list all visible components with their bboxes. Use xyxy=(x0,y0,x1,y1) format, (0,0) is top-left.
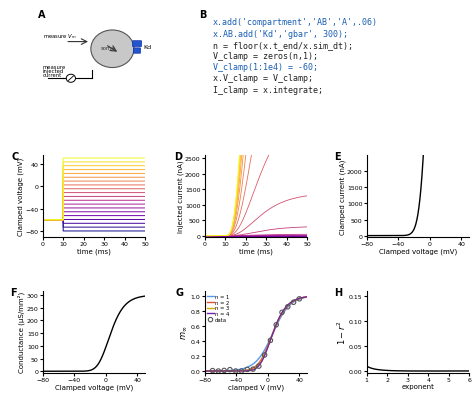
data xyxy=(232,368,239,374)
n = 4 xyxy=(202,369,208,373)
n = 2 xyxy=(242,368,248,373)
Text: injected: injected xyxy=(43,69,64,74)
FancyBboxPatch shape xyxy=(132,42,142,47)
Line: n = 1: n = 1 xyxy=(205,297,307,371)
Text: x.V_clamp = V_clamp;: x.V_clamp = V_clamp; xyxy=(213,74,313,83)
Text: G: G xyxy=(176,288,184,297)
X-axis label: time (ms): time (ms) xyxy=(77,247,111,254)
data xyxy=(209,367,216,374)
data xyxy=(215,368,222,374)
Y-axis label: $m_{\infty}$: $m_{\infty}$ xyxy=(180,325,189,339)
n = 4 xyxy=(214,369,220,373)
n = 1 xyxy=(202,369,208,373)
Text: V_clamp(1:1e4) = -60;: V_clamp(1:1e4) = -60; xyxy=(213,63,318,72)
n = 4 xyxy=(276,317,282,322)
n = 4 xyxy=(276,315,282,320)
X-axis label: Clamped voltage (mV): Clamped voltage (mV) xyxy=(379,247,457,254)
n = 1 xyxy=(235,367,241,372)
X-axis label: exponent: exponent xyxy=(401,383,435,389)
n = 3 xyxy=(235,369,241,373)
data xyxy=(244,366,251,373)
n = 2 xyxy=(202,369,208,373)
Text: n = floor(x.t_end/x.sim_dt);: n = floor(x.t_end/x.sim_dt); xyxy=(213,41,353,50)
data xyxy=(249,366,257,373)
X-axis label: Clamped voltage (mV): Clamped voltage (mV) xyxy=(55,383,133,390)
data xyxy=(220,367,228,374)
Text: soma: soma xyxy=(101,46,116,51)
Y-axis label: Clamped current (nA): Clamped current (nA) xyxy=(339,159,346,234)
Text: F: F xyxy=(10,288,17,297)
n = 2 xyxy=(276,317,282,322)
Y-axis label: Conductance (µS/mm²): Conductance (µS/mm²) xyxy=(18,292,25,373)
n = 1 xyxy=(276,319,282,324)
Text: A: A xyxy=(37,11,45,20)
Text: E: E xyxy=(334,152,340,162)
data xyxy=(278,309,286,316)
n = 3 xyxy=(266,341,272,346)
Text: V_clamp = zeros(n,1);: V_clamp = zeros(n,1); xyxy=(213,52,318,61)
n = 1 xyxy=(242,366,248,371)
n = 3 xyxy=(276,317,282,322)
data xyxy=(267,337,274,344)
n = 3 xyxy=(304,295,310,300)
data xyxy=(284,304,292,310)
Text: Kd: Kd xyxy=(144,45,152,49)
n = 1 xyxy=(214,369,220,373)
Y-axis label: Clamped voltage (mV): Clamped voltage (mV) xyxy=(18,158,24,235)
n = 3 xyxy=(214,369,220,373)
Circle shape xyxy=(66,75,75,83)
Text: measure: measure xyxy=(43,65,66,70)
Y-axis label: $1 - r^2$: $1 - r^2$ xyxy=(335,320,347,344)
n = 4 xyxy=(242,369,248,373)
n = 2 xyxy=(304,295,310,300)
n = 1 xyxy=(266,339,272,343)
Text: measure $V_m$: measure $V_m$ xyxy=(43,32,76,41)
Legend: n = 1, n = 2, n = 3, n = 4, data: n = 1, n = 2, n = 3, n = 4, data xyxy=(207,294,229,322)
data xyxy=(255,363,263,369)
n = 2 xyxy=(276,316,282,321)
n = 3 xyxy=(242,369,248,373)
Text: H: H xyxy=(334,288,342,297)
data xyxy=(226,367,234,373)
n = 4 xyxy=(235,369,241,373)
Text: I_clamp = x.integrate;: I_clamp = x.integrate; xyxy=(213,85,323,94)
n = 4 xyxy=(266,341,272,346)
n = 3 xyxy=(276,316,282,321)
Text: x.add('compartment','AB','A',.06): x.add('compartment','AB','A',.06) xyxy=(213,18,378,28)
Line: n = 2: n = 2 xyxy=(205,297,307,371)
Text: B: B xyxy=(200,11,207,20)
Circle shape xyxy=(91,31,134,68)
n = 2 xyxy=(214,369,220,373)
data xyxy=(296,296,303,303)
data xyxy=(237,368,245,374)
data xyxy=(290,299,297,306)
n = 3 xyxy=(202,369,208,373)
n = 1 xyxy=(304,295,310,300)
FancyBboxPatch shape xyxy=(133,49,141,54)
X-axis label: clamped V (mV): clamped V (mV) xyxy=(228,383,284,390)
data xyxy=(273,322,280,328)
Text: C: C xyxy=(12,152,19,162)
Text: D: D xyxy=(174,152,182,162)
Text: x.AB.add('Kd','gbar', 300);: x.AB.add('Kd','gbar', 300); xyxy=(213,30,347,38)
n = 4 xyxy=(304,294,310,299)
data xyxy=(261,352,268,358)
n = 1 xyxy=(276,318,282,323)
n = 2 xyxy=(266,340,272,345)
Line: n = 3: n = 3 xyxy=(205,297,307,371)
Line: n = 4: n = 4 xyxy=(205,297,307,371)
Y-axis label: Injected current (nA): Injected current (nA) xyxy=(177,160,183,232)
Text: current: current xyxy=(43,73,62,78)
X-axis label: time (ms): time (ms) xyxy=(239,247,273,254)
n = 2 xyxy=(235,369,241,373)
